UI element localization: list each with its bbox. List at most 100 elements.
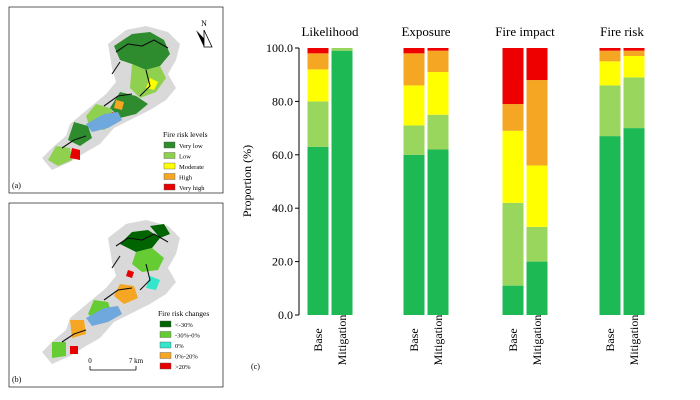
group-title: Exposure [401, 24, 450, 39]
map-b-legend-title: Fire risk changes [158, 309, 209, 318]
group-title: Likelihood [301, 24, 359, 39]
bar-labels: Base Mitigation Base Mitigation Base Mitigati… [311, 315, 641, 366]
y-tick-label: 20.0 [272, 255, 293, 269]
bar-segment [502, 48, 524, 105]
bar-segment [427, 114, 449, 150]
scale-end-label: 7 km [129, 357, 144, 365]
bar-segment [526, 261, 548, 315]
bar-segment [623, 77, 645, 129]
y-tick-label: 100.0 [266, 41, 293, 55]
bar-label: Mitigation [530, 315, 544, 366]
map-a-roads [61, 39, 169, 149]
bar-segment [599, 48, 621, 51]
y-tick-label: 40.0 [272, 201, 293, 215]
bar-segment [427, 48, 449, 51]
map-a-legend-swatch [163, 162, 176, 170]
bar-segment [599, 85, 621, 137]
y-axis: 0.0 20.0 40.0 60.0 80.0 100.0 [266, 41, 300, 322]
scale-zero-label: 0 [88, 357, 92, 365]
bar-label: Mitigation [335, 315, 349, 366]
map-b-legend-swatch [159, 320, 172, 328]
map-a-legend-label: Low [179, 154, 191, 161]
group-title: Fire risk [600, 24, 644, 39]
bar-segment [502, 202, 524, 286]
bar-segment [403, 125, 425, 155]
y-tick-label: 60.0 [272, 148, 293, 162]
scale-bar: 0 7 km [88, 357, 144, 371]
bar-label: Base [506, 328, 520, 351]
bar-segment [502, 285, 524, 315]
group-title: Fire impact [495, 24, 555, 39]
map-a-legend-swatch [163, 183, 176, 191]
map-a-legend-label: Very low [179, 143, 203, 150]
bar-segment [427, 149, 449, 315]
north-arrow-icon: N [196, 19, 213, 48]
north-label: N [201, 19, 207, 28]
map-a-legend-title: Fire risk levels [163, 130, 208, 139]
bar-segment [599, 61, 621, 86]
map-a-panel-label: (a) [12, 181, 21, 190]
bar-label: Mitigation [431, 315, 445, 366]
map-b-legend-swatch [159, 362, 172, 370]
map-b-legend-label: -30%-0% [175, 333, 200, 340]
bar-segment [502, 130, 524, 203]
bar-segment [403, 53, 425, 86]
bar-segment [623, 56, 645, 78]
bar-segment [599, 136, 621, 315]
bar-segment [526, 226, 548, 262]
map-b-legend-label: 0% [175, 343, 184, 350]
map-b-roads [61, 233, 169, 343]
map-a-legend-swatch [163, 152, 176, 159]
map-panel-a: N (a) Fire risk levels Very low Low Modera… [8, 6, 224, 194]
bar-label: Base [407, 328, 421, 351]
bar-label: Mitigation [627, 315, 641, 366]
map-b-legend-label: <-30% [175, 322, 193, 329]
chart-panel-c: (c) Proportion (%) 0.0 20.0 40.0 60.0 80.0 10… [240, 24, 645, 371]
map-b-legend-swatch [159, 341, 172, 349]
map-a-legend-swatch [163, 141, 176, 149]
bar-segment [331, 48, 353, 51]
bar-segment [403, 85, 425, 126]
bar-segment [623, 48, 645, 51]
bar-segment [526, 48, 548, 81]
bar-segment [427, 50, 449, 73]
y-tick-label: 80.0 [272, 94, 293, 108]
bars [307, 48, 645, 316]
map-a-legend-label: Very high [179, 185, 205, 192]
bar-segment [307, 146, 329, 315]
map-b-lake [86, 306, 122, 326]
bar-segment [331, 50, 353, 316]
map-a-legend-label: Moderate [179, 164, 204, 171]
bar-segment [403, 154, 425, 315]
bar-segment [623, 50, 645, 57]
map-a-legend-label: High [179, 175, 193, 182]
bar-segment [526, 165, 548, 227]
bar-label: Base [311, 328, 325, 351]
map-b-legend-swatch [159, 331, 172, 338]
map-b-legend-label: 0%-20% [175, 354, 198, 361]
map-panel-b: (b) Fire risk changes <-30% -30%-0% 0% 0%-2… [8, 202, 224, 388]
bar-segment [403, 48, 425, 54]
map-a-legend: Fire risk levels Very low Low Moderate High… [163, 130, 208, 192]
group-titles: Likelihood Exposure Fire impact Fire risk [301, 24, 644, 39]
map-b-legend-swatch [159, 352, 172, 359]
y-tick-label: 0.0 [278, 308, 293, 322]
chart-panel-label: (c) [251, 362, 260, 371]
bar-segment [623, 128, 645, 315]
map-a-legend-swatch [163, 173, 176, 180]
y-axis-label: Proportion (%) [240, 145, 254, 217]
bar-segment [526, 80, 548, 166]
map-a-lake [86, 112, 122, 132]
bar-segment [427, 72, 449, 115]
map-b-legend-label: >20% [175, 364, 191, 371]
map-b-panel-label: (b) [12, 375, 22, 384]
map-b-legend: Fire risk changes <-30% -30%-0% 0% 0%-20% >2… [158, 309, 209, 371]
bar-segment [307, 101, 329, 147]
bar-segment [307, 69, 329, 102]
bar-segment [502, 104, 524, 131]
bar-label: Base [603, 328, 617, 351]
bar-segment [599, 50, 621, 62]
bar-segment [307, 53, 329, 70]
bar-segment [307, 48, 329, 54]
